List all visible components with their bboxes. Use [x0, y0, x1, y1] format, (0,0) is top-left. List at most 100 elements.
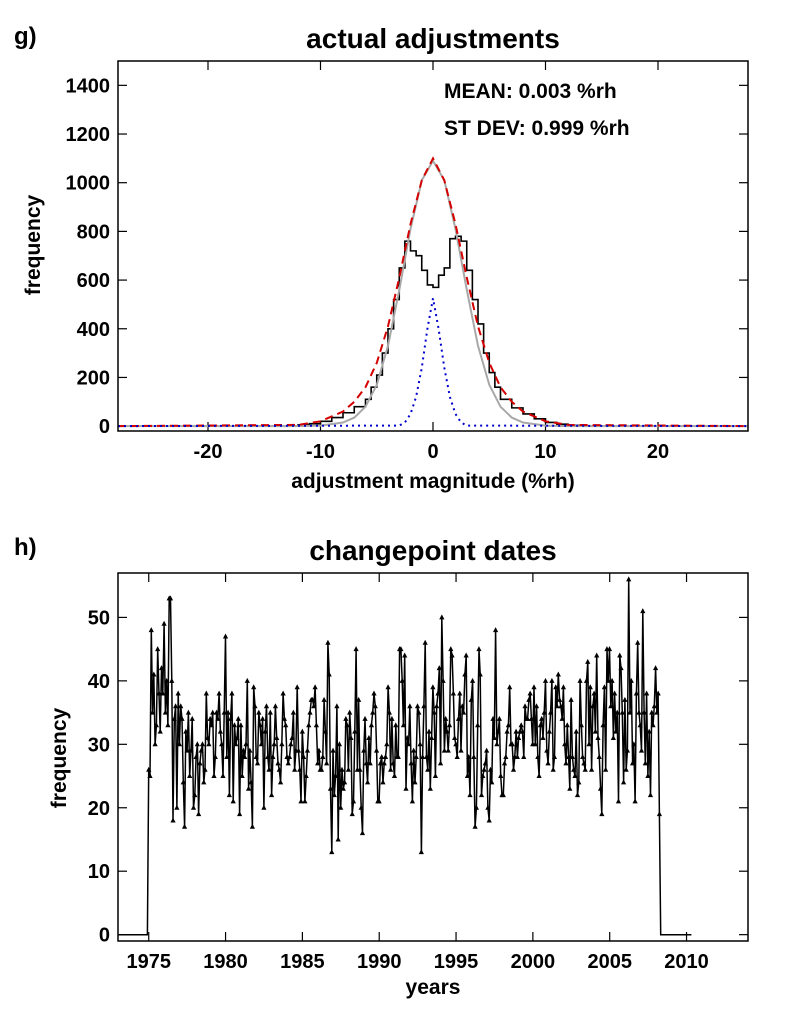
gaussian-fit-line [118, 158, 748, 428]
data-point-marker [654, 709, 660, 715]
data-point-marker [230, 798, 236, 804]
data-point-marker [644, 690, 650, 696]
data-point-marker [632, 798, 638, 804]
data-point-marker [427, 785, 433, 791]
data-point-marker [207, 715, 213, 721]
data-point-marker [272, 703, 279, 709]
data-point-marker [376, 798, 382, 804]
data-point-marker [560, 684, 567, 690]
data-point-marker [601, 684, 607, 690]
data-point-marker [533, 703, 540, 709]
data-point-marker [484, 747, 490, 753]
data-point-marker [178, 703, 184, 709]
data-point-marker [149, 709, 156, 715]
data-point-marker [270, 754, 276, 759]
data-point-marker [482, 760, 488, 766]
data-point-marker [464, 773, 471, 779]
data-point-marker [302, 798, 308, 804]
data-point-marker [161, 620, 167, 626]
data-point-marker [235, 715, 241, 721]
data-point-marker [212, 754, 218, 759]
data-point-marker [491, 734, 497, 740]
data-point-marker [335, 836, 341, 842]
data-point-marker [583, 677, 590, 683]
data-point-marker [620, 779, 627, 785]
data-point-marker [312, 684, 318, 690]
data-point-marker [324, 760, 330, 766]
data-point-marker [610, 734, 616, 740]
data-point-marker [455, 715, 462, 721]
data-point-marker [171, 715, 177, 721]
data-point-marker [606, 646, 613, 652]
data-point-marker [422, 639, 428, 645]
data-point-marker [249, 823, 255, 829]
data-point-marker [229, 690, 235, 696]
panel-h-title: changepoint dates [309, 535, 556, 566]
data-point-marker [504, 728, 510, 734]
data-point-marker [463, 652, 469, 658]
data-point-marker [160, 690, 166, 696]
data-point-marker [210, 709, 216, 715]
data-point-marker [281, 715, 287, 721]
data-point-marker [638, 747, 645, 753]
data-point-marker [266, 766, 272, 772]
data-point-marker [311, 703, 317, 709]
data-point-marker [271, 741, 277, 747]
data-point-marker [377, 760, 383, 766]
data-point-marker [428, 734, 435, 740]
data-point-marker [202, 766, 208, 772]
data-point-marker [565, 754, 572, 759]
data-point-marker [176, 741, 183, 747]
data-point-marker [640, 608, 646, 614]
data-point-marker [563, 760, 569, 766]
data-point-marker [466, 754, 472, 759]
data-point-marker [162, 709, 168, 715]
changepoint-frequency-line [118, 579, 692, 936]
data-point-marker [279, 741, 285, 747]
1-ytick-label: 0 [99, 925, 110, 947]
1-xtick-label: 2000 [511, 951, 556, 973]
1-xtick-label: 1985 [280, 951, 325, 973]
data-point-marker [468, 696, 474, 702]
data-point-marker [623, 766, 629, 772]
0-ytick-label: 800 [77, 221, 110, 243]
data-point-marker [548, 709, 554, 715]
data-point-marker [197, 760, 203, 766]
data-point-marker [228, 715, 234, 721]
data-point-marker [628, 677, 634, 683]
1-xtick-label: 1980 [203, 951, 248, 973]
data-point-marker [535, 754, 541, 759]
1-xtick-label: 2005 [587, 951, 632, 973]
data-point-marker [559, 715, 565, 721]
data-point-marker [418, 849, 424, 855]
data-point-marker [258, 741, 264, 747]
0-ytick-label: 1000 [66, 173, 111, 195]
data-point-marker [528, 715, 535, 721]
0-xtick-label: 10 [534, 441, 556, 463]
data-point-marker [503, 754, 509, 759]
data-point-marker [352, 728, 358, 734]
data-point-marker [256, 709, 262, 715]
panel-h-xlabel: years [406, 976, 461, 999]
data-point-marker [315, 760, 321, 766]
data-point-marker [341, 779, 348, 785]
data-point-marker [536, 773, 542, 779]
data-point-marker [551, 754, 558, 759]
data-point-marker [204, 734, 211, 740]
data-point-marker [650, 722, 656, 728]
1-xtick-label: 1990 [357, 951, 402, 973]
panel-h-frame [117, 572, 749, 942]
data-point-marker [475, 722, 481, 728]
data-point-marker [306, 722, 312, 728]
panel-g: g) actual adjustments MEAN: 0.003 %rh ST… [14, 23, 749, 493]
data-point-marker [357, 766, 363, 772]
data-point-marker [478, 792, 485, 798]
data-point-marker [158, 665, 165, 671]
data-point-marker [532, 741, 538, 747]
data-point-marker [226, 792, 232, 798]
data-point-marker [462, 671, 468, 677]
data-point-marker [402, 652, 408, 658]
data-point-marker [629, 760, 636, 766]
data-point-marker [194, 741, 200, 747]
data-point-marker [395, 754, 401, 759]
